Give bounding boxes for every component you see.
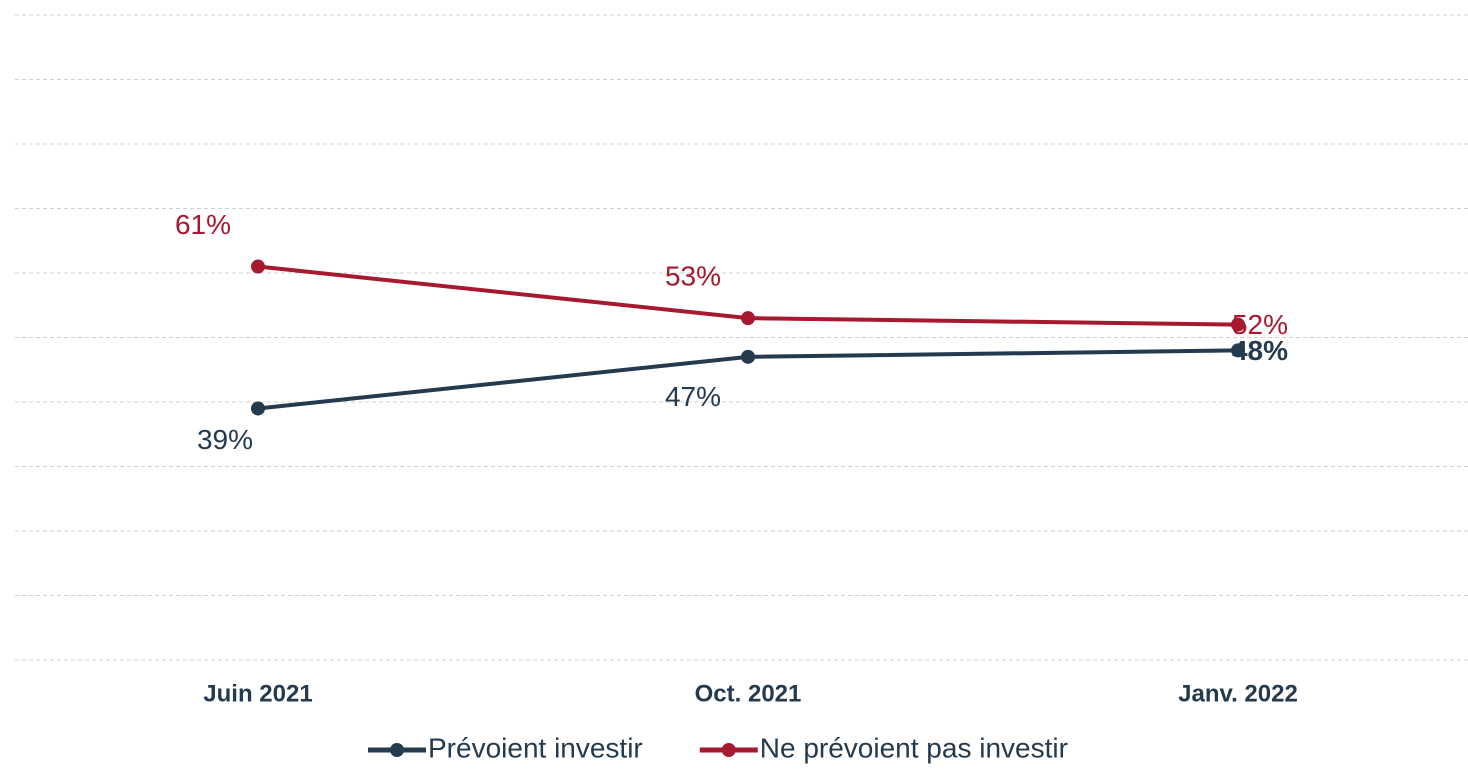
- data-label: 61%: [175, 209, 231, 240]
- point: [1231, 317, 1245, 332]
- x-tick-label: Oct. 2021: [695, 680, 802, 707]
- data-label: 52%: [1232, 309, 1288, 340]
- point: [741, 349, 755, 364]
- legend-label: Ne prévoient pas investir: [760, 732, 1068, 763]
- point: [1231, 343, 1245, 358]
- legend-marker: [721, 743, 736, 757]
- data-label: 53%: [665, 261, 721, 292]
- point: [251, 259, 265, 274]
- x-tick-label: Janv. 2022: [1178, 680, 1298, 707]
- x-tick-label: Juin 2021: [203, 680, 312, 707]
- point: [251, 401, 265, 416]
- legend-label: Prévoient investir: [428, 732, 643, 763]
- data-label: 48%: [1232, 335, 1288, 366]
- data-label: 47%: [665, 381, 721, 412]
- data-label: 39%: [197, 424, 253, 455]
- point: [741, 311, 755, 326]
- legend-marker: [390, 743, 404, 757]
